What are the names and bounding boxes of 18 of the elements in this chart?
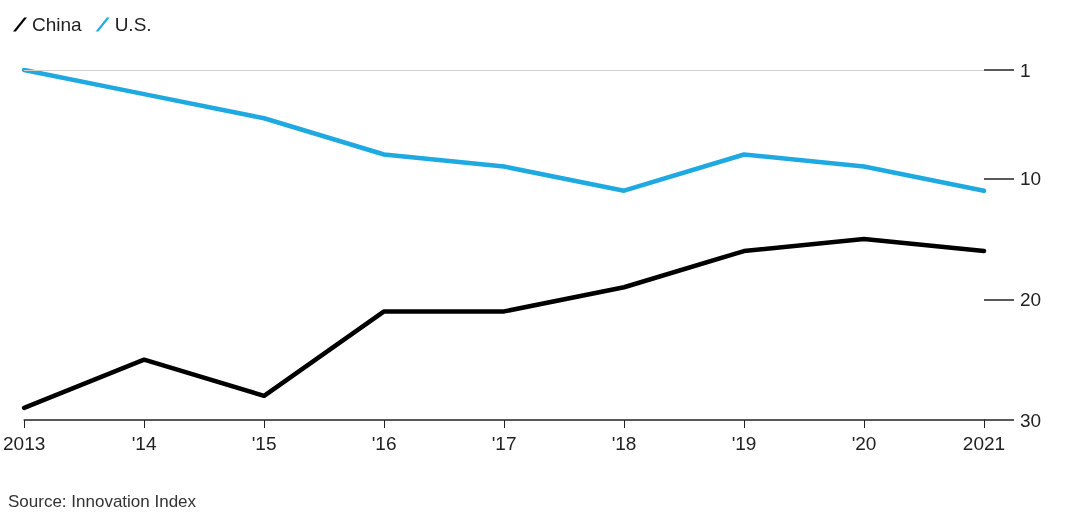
- x-tick-label: 2013: [2, 433, 46, 454]
- x-tick-label: 2021: [962, 433, 1006, 454]
- y-tick-label: 10: [1020, 168, 1042, 190]
- x-tick-label: '20: [851, 433, 877, 454]
- y-tick-label: 30: [1020, 409, 1042, 431]
- line-series: [21, 67, 987, 193]
- y-tick-label: 20: [1020, 288, 1042, 310]
- x-tick-label: '19: [731, 433, 757, 454]
- y-tick-label: 1: [1020, 59, 1031, 81]
- legend-label: U.S.: [114, 14, 152, 35]
- x-tick-label: '17: [491, 433, 517, 454]
- source-note: Source: Innovation Index: [8, 492, 197, 511]
- x-tick-label: '18: [611, 433, 637, 454]
- line-series: [21, 236, 987, 411]
- x-tick-label: '14: [131, 433, 157, 454]
- legend-label: China: [32, 14, 83, 35]
- x-tick-label: '16: [371, 433, 397, 454]
- x-tick-label: '15: [251, 433, 277, 454]
